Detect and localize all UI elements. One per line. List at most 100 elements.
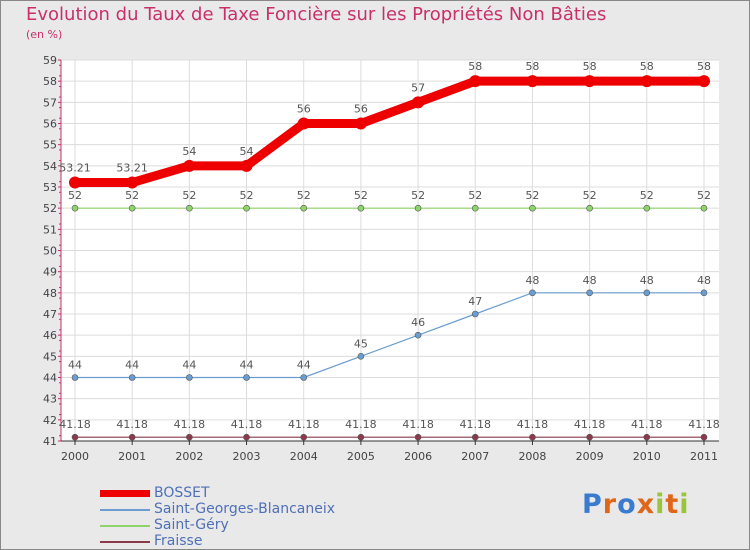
series-fraisse-data-label: 41.18 bbox=[631, 418, 663, 431]
series-bosset-data-label: 53.21 bbox=[59, 162, 91, 175]
y-tick-label: 47 bbox=[43, 308, 57, 321]
series-saint-georges-blancaneix-data-label: 44 bbox=[68, 359, 82, 372]
y-tick-label: 45 bbox=[43, 350, 57, 363]
x-tick-label: 2005 bbox=[347, 450, 375, 463]
series-saint-georges-blancaneix-data-label: 48 bbox=[640, 274, 654, 287]
y-tick-label: 58 bbox=[43, 75, 57, 88]
series-saint-georges-blancaneix-point bbox=[471, 310, 479, 318]
x-tick-label: 2011 bbox=[690, 450, 718, 463]
series-bosset-data-label: 56 bbox=[354, 103, 368, 116]
series-saint-gery-data-label: 52 bbox=[640, 189, 654, 202]
series-saint-gery-point bbox=[471, 204, 479, 212]
series-fraisse-point bbox=[243, 433, 250, 441]
series-saint-georges-blancaneix-data-label: 48 bbox=[525, 274, 539, 287]
logo-letter: i bbox=[655, 489, 666, 520]
series-fraisse-data-label: 41.18 bbox=[288, 418, 320, 431]
chart-title: Evolution du Taux de Taxe Foncière sur l… bbox=[26, 4, 607, 25]
series-saint-gery-point bbox=[128, 204, 136, 212]
series-saint-georges-blancaneix-point bbox=[243, 374, 250, 381]
series-bosset-data-label: 58 bbox=[468, 60, 482, 73]
series-fraisse-point bbox=[586, 433, 593, 441]
x-tick-label: 2009 bbox=[576, 450, 604, 463]
series-saint-gery-point bbox=[700, 204, 708, 212]
series-bosset-data-label: 56 bbox=[297, 103, 311, 116]
series-saint-georges-blancaneix-data-label: 44 bbox=[182, 359, 196, 372]
series-fraisse-point bbox=[357, 433, 365, 441]
series-saint-georges-blancaneix-point bbox=[586, 289, 593, 297]
y-tick-label: 44 bbox=[43, 372, 57, 385]
series-bosset-point bbox=[583, 75, 596, 88]
series-saint-gery-data-label: 52 bbox=[583, 189, 597, 202]
series-bosset-point bbox=[469, 75, 482, 88]
series-bosset-data-label: 54 bbox=[240, 145, 254, 158]
y-tick-label: 53 bbox=[43, 181, 57, 194]
series-fraisse-data-label: 41.18 bbox=[231, 418, 263, 431]
series-fraisse-point bbox=[529, 433, 536, 441]
series-saint-gery-data-label: 52 bbox=[697, 189, 711, 202]
chart-subtitle: (en %) bbox=[26, 28, 63, 41]
legend-swatch bbox=[100, 490, 150, 497]
series-bosset-point bbox=[412, 96, 425, 109]
series-saint-georges-blancaneix-point bbox=[300, 374, 308, 381]
series-saint-gery-point bbox=[243, 204, 250, 212]
series-saint-gery-data-label: 52 bbox=[354, 189, 368, 202]
series-bosset-point bbox=[183, 159, 196, 172]
series-bosset-data-label: 58 bbox=[697, 60, 711, 73]
line-chart: 41 42 43 44 45 46 47 48 49 50 51 52 53 54 55 56 57 58 59 20… bbox=[43, 54, 720, 463]
logo-letter: P bbox=[582, 489, 603, 520]
series-bosset-data-label: 58 bbox=[640, 60, 654, 73]
y-tick-label: 51 bbox=[43, 223, 57, 236]
logo-letter: o bbox=[617, 489, 637, 520]
series-bosset-point bbox=[640, 75, 653, 88]
legend-swatch bbox=[100, 525, 150, 527]
y-tick-label: 55 bbox=[43, 139, 57, 152]
x-tick-label: 2007 bbox=[461, 450, 489, 463]
series-fraisse-point bbox=[414, 433, 422, 441]
series-fraisse-data-label: 41.18 bbox=[517, 418, 549, 431]
series-saint-gery-point bbox=[71, 204, 79, 212]
series-saint-georges-blancaneix-point bbox=[128, 374, 136, 381]
series-bosset-point bbox=[297, 117, 310, 130]
series-saint-georges-blancaneix-point bbox=[529, 289, 536, 297]
series-saint-georges-blancaneix-point bbox=[357, 353, 365, 360]
series-bosset-point bbox=[69, 176, 81, 189]
series-saint-georges-blancaneix-point bbox=[700, 289, 708, 297]
series-fraisse-point bbox=[71, 433, 79, 441]
series-bosset-point bbox=[526, 75, 539, 88]
x-tick-label: 2001 bbox=[118, 450, 146, 463]
legend-label: Saint-Géry bbox=[154, 517, 229, 533]
series-fraisse-point bbox=[643, 433, 651, 441]
series-fraisse-point bbox=[128, 433, 136, 441]
series-saint-gery-point bbox=[586, 204, 593, 212]
series-saint-georges-blancaneix-point bbox=[643, 289, 651, 297]
logo-letter: i bbox=[679, 489, 690, 520]
series-fraisse-data-label: 41.18 bbox=[59, 418, 91, 431]
x-tick-label: 2010 bbox=[633, 450, 661, 463]
series-fraisse-point bbox=[700, 433, 708, 441]
legend-label: Saint-Georges-Blancaneix bbox=[154, 501, 336, 517]
y-tick-label: 56 bbox=[43, 118, 57, 131]
logo-letter: r bbox=[602, 489, 618, 520]
x-tick-label: 2002 bbox=[175, 450, 203, 463]
series-saint-georges-blancaneix-data-label: 47 bbox=[468, 295, 482, 308]
series-saint-gery-data-label: 52 bbox=[297, 189, 311, 202]
series-bosset-line bbox=[70, 76, 709, 188]
series-bosset-data-label: 58 bbox=[583, 60, 597, 73]
series-saint-georges-blancaneix-data-label: 46 bbox=[411, 316, 425, 329]
series-saint-gery-data-label: 52 bbox=[468, 189, 482, 202]
series-saint-georges-blancaneix-point bbox=[186, 374, 193, 381]
y-tick-label: 54 bbox=[43, 160, 57, 173]
series-saint-georges-blancaneix-point bbox=[71, 374, 79, 381]
series-saint-gery-data-label: 52 bbox=[125, 189, 139, 202]
y-tick-label: 49 bbox=[43, 266, 57, 279]
legend-swatch bbox=[100, 541, 150, 543]
y-tick-label: 42 bbox=[43, 414, 57, 427]
y-tick-label: 50 bbox=[43, 245, 57, 258]
series-fraisse-point bbox=[300, 433, 308, 441]
series-saint-gery-data-label: 52 bbox=[240, 189, 254, 202]
series-saint-gery-data-label: 52 bbox=[525, 189, 539, 202]
y-tick-label: 43 bbox=[43, 393, 57, 406]
series-bosset-point bbox=[697, 75, 710, 88]
x-tick-label: 2000 bbox=[61, 450, 89, 463]
series-saint-gery-data-label: 52 bbox=[182, 189, 196, 202]
